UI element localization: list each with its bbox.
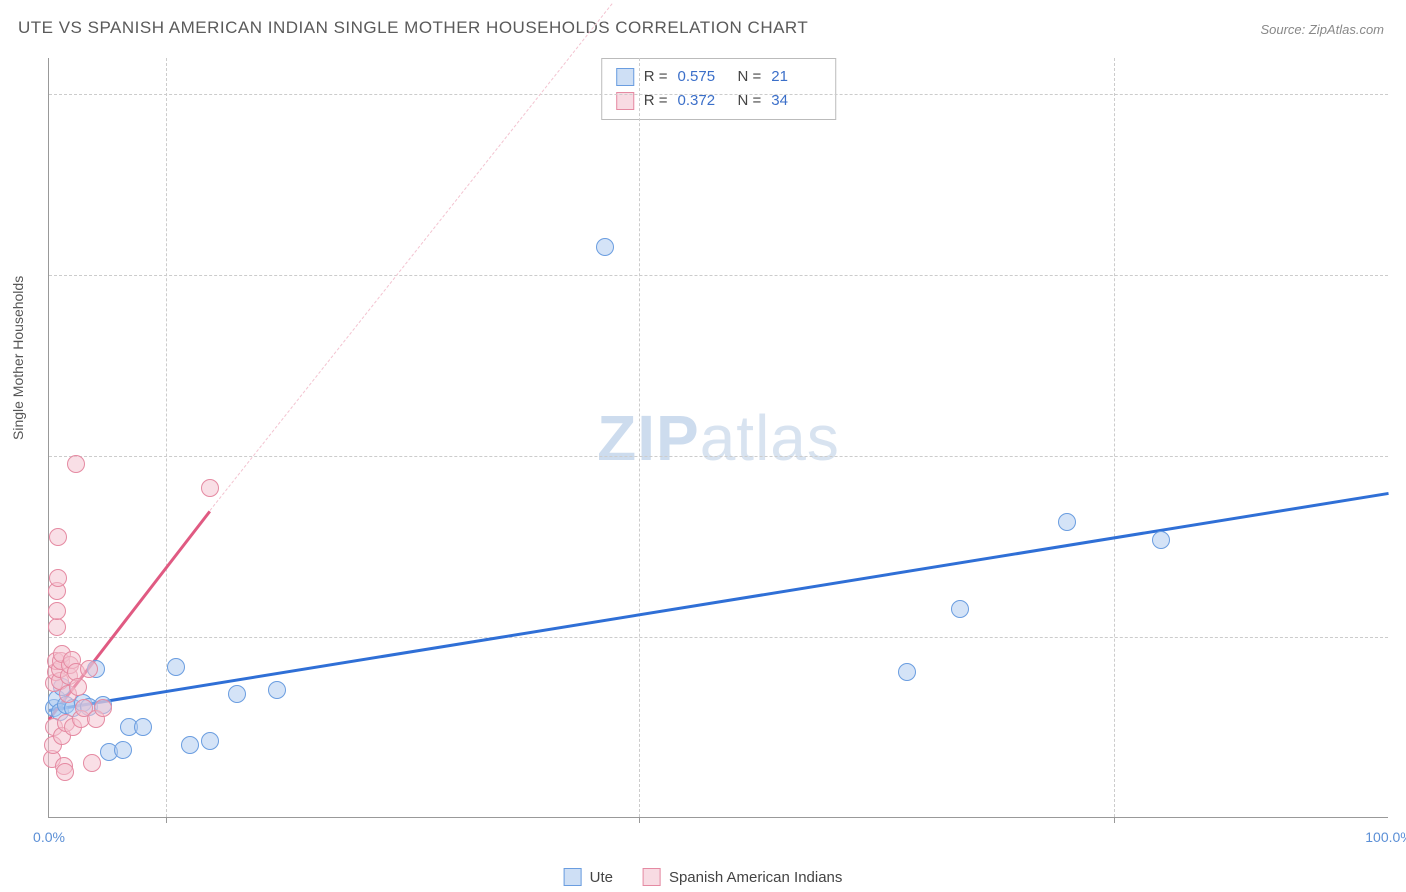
data-point <box>596 238 614 256</box>
n-label: N = <box>738 65 762 89</box>
chart-title: UTE VS SPANISH AMERICAN INDIAN SINGLE MO… <box>18 18 808 38</box>
r-label: R = <box>644 89 668 113</box>
data-point <box>898 663 916 681</box>
r-value: 0.372 <box>678 89 728 113</box>
data-point <box>201 479 219 497</box>
trend-line <box>209 4 612 511</box>
series-swatch <box>616 68 634 86</box>
watermark-light: atlas <box>700 402 840 474</box>
data-point <box>56 763 74 781</box>
gridline-h <box>49 275 1388 276</box>
data-point <box>114 741 132 759</box>
xtick-mark <box>639 817 640 823</box>
data-point <box>48 602 66 620</box>
data-point <box>167 658 185 676</box>
data-point <box>49 528 67 546</box>
legend-swatch <box>564 868 582 886</box>
r-label: R = <box>644 65 668 89</box>
data-point <box>94 699 112 717</box>
n-label: N = <box>738 89 762 113</box>
trend-line <box>49 492 1389 712</box>
r-value: 0.575 <box>678 65 728 89</box>
legend-item: Ute <box>564 868 613 886</box>
data-point <box>181 736 199 754</box>
gridline-h <box>49 456 1388 457</box>
data-point <box>1058 513 1076 531</box>
data-point <box>83 754 101 772</box>
gridline-v <box>639 58 640 817</box>
plot-area: ZIPatlas R =0.575N =21R =0.372N =34 10.0… <box>48 58 1388 818</box>
legend-label: Ute <box>590 869 613 886</box>
legend-item: Spanish American Indians <box>643 868 842 886</box>
series-legend: Ute Spanish American Indians <box>564 868 843 886</box>
xtick-mark <box>1114 817 1115 823</box>
legend-swatch <box>643 868 661 886</box>
data-point <box>67 455 85 473</box>
gridline-v <box>1114 58 1115 817</box>
gridline-v <box>166 58 167 817</box>
data-point <box>48 618 66 636</box>
n-value: 34 <box>771 89 821 113</box>
watermark-bold: ZIP <box>597 402 700 474</box>
yaxis-title: Single Mother Households <box>10 276 26 440</box>
source-label: Source: ZipAtlas.com <box>1260 22 1384 37</box>
data-point <box>80 660 98 678</box>
legend-label: Spanish American Indians <box>669 869 842 886</box>
stats-legend-box: R = 0.575 N = 21 R = 0.372 N = 34 <box>601 58 837 120</box>
data-point <box>1152 531 1170 549</box>
stats-row: R = 0.372 N = 34 <box>616 89 822 113</box>
stats-row: R = 0.575 N = 21 <box>616 65 822 89</box>
xtick-mark <box>166 817 167 823</box>
n-value: 21 <box>771 65 821 89</box>
data-point <box>268 681 286 699</box>
data-point <box>134 718 152 736</box>
xtick-label: 0.0% <box>33 829 65 845</box>
gridline-h <box>49 94 1388 95</box>
gridline-h <box>49 637 1388 638</box>
data-point <box>951 600 969 618</box>
data-point <box>49 569 67 587</box>
data-point <box>228 685 246 703</box>
data-point <box>69 678 87 696</box>
xtick-label: 100.0% <box>1365 829 1406 845</box>
watermark: ZIPatlas <box>597 401 840 475</box>
data-point <box>201 732 219 750</box>
